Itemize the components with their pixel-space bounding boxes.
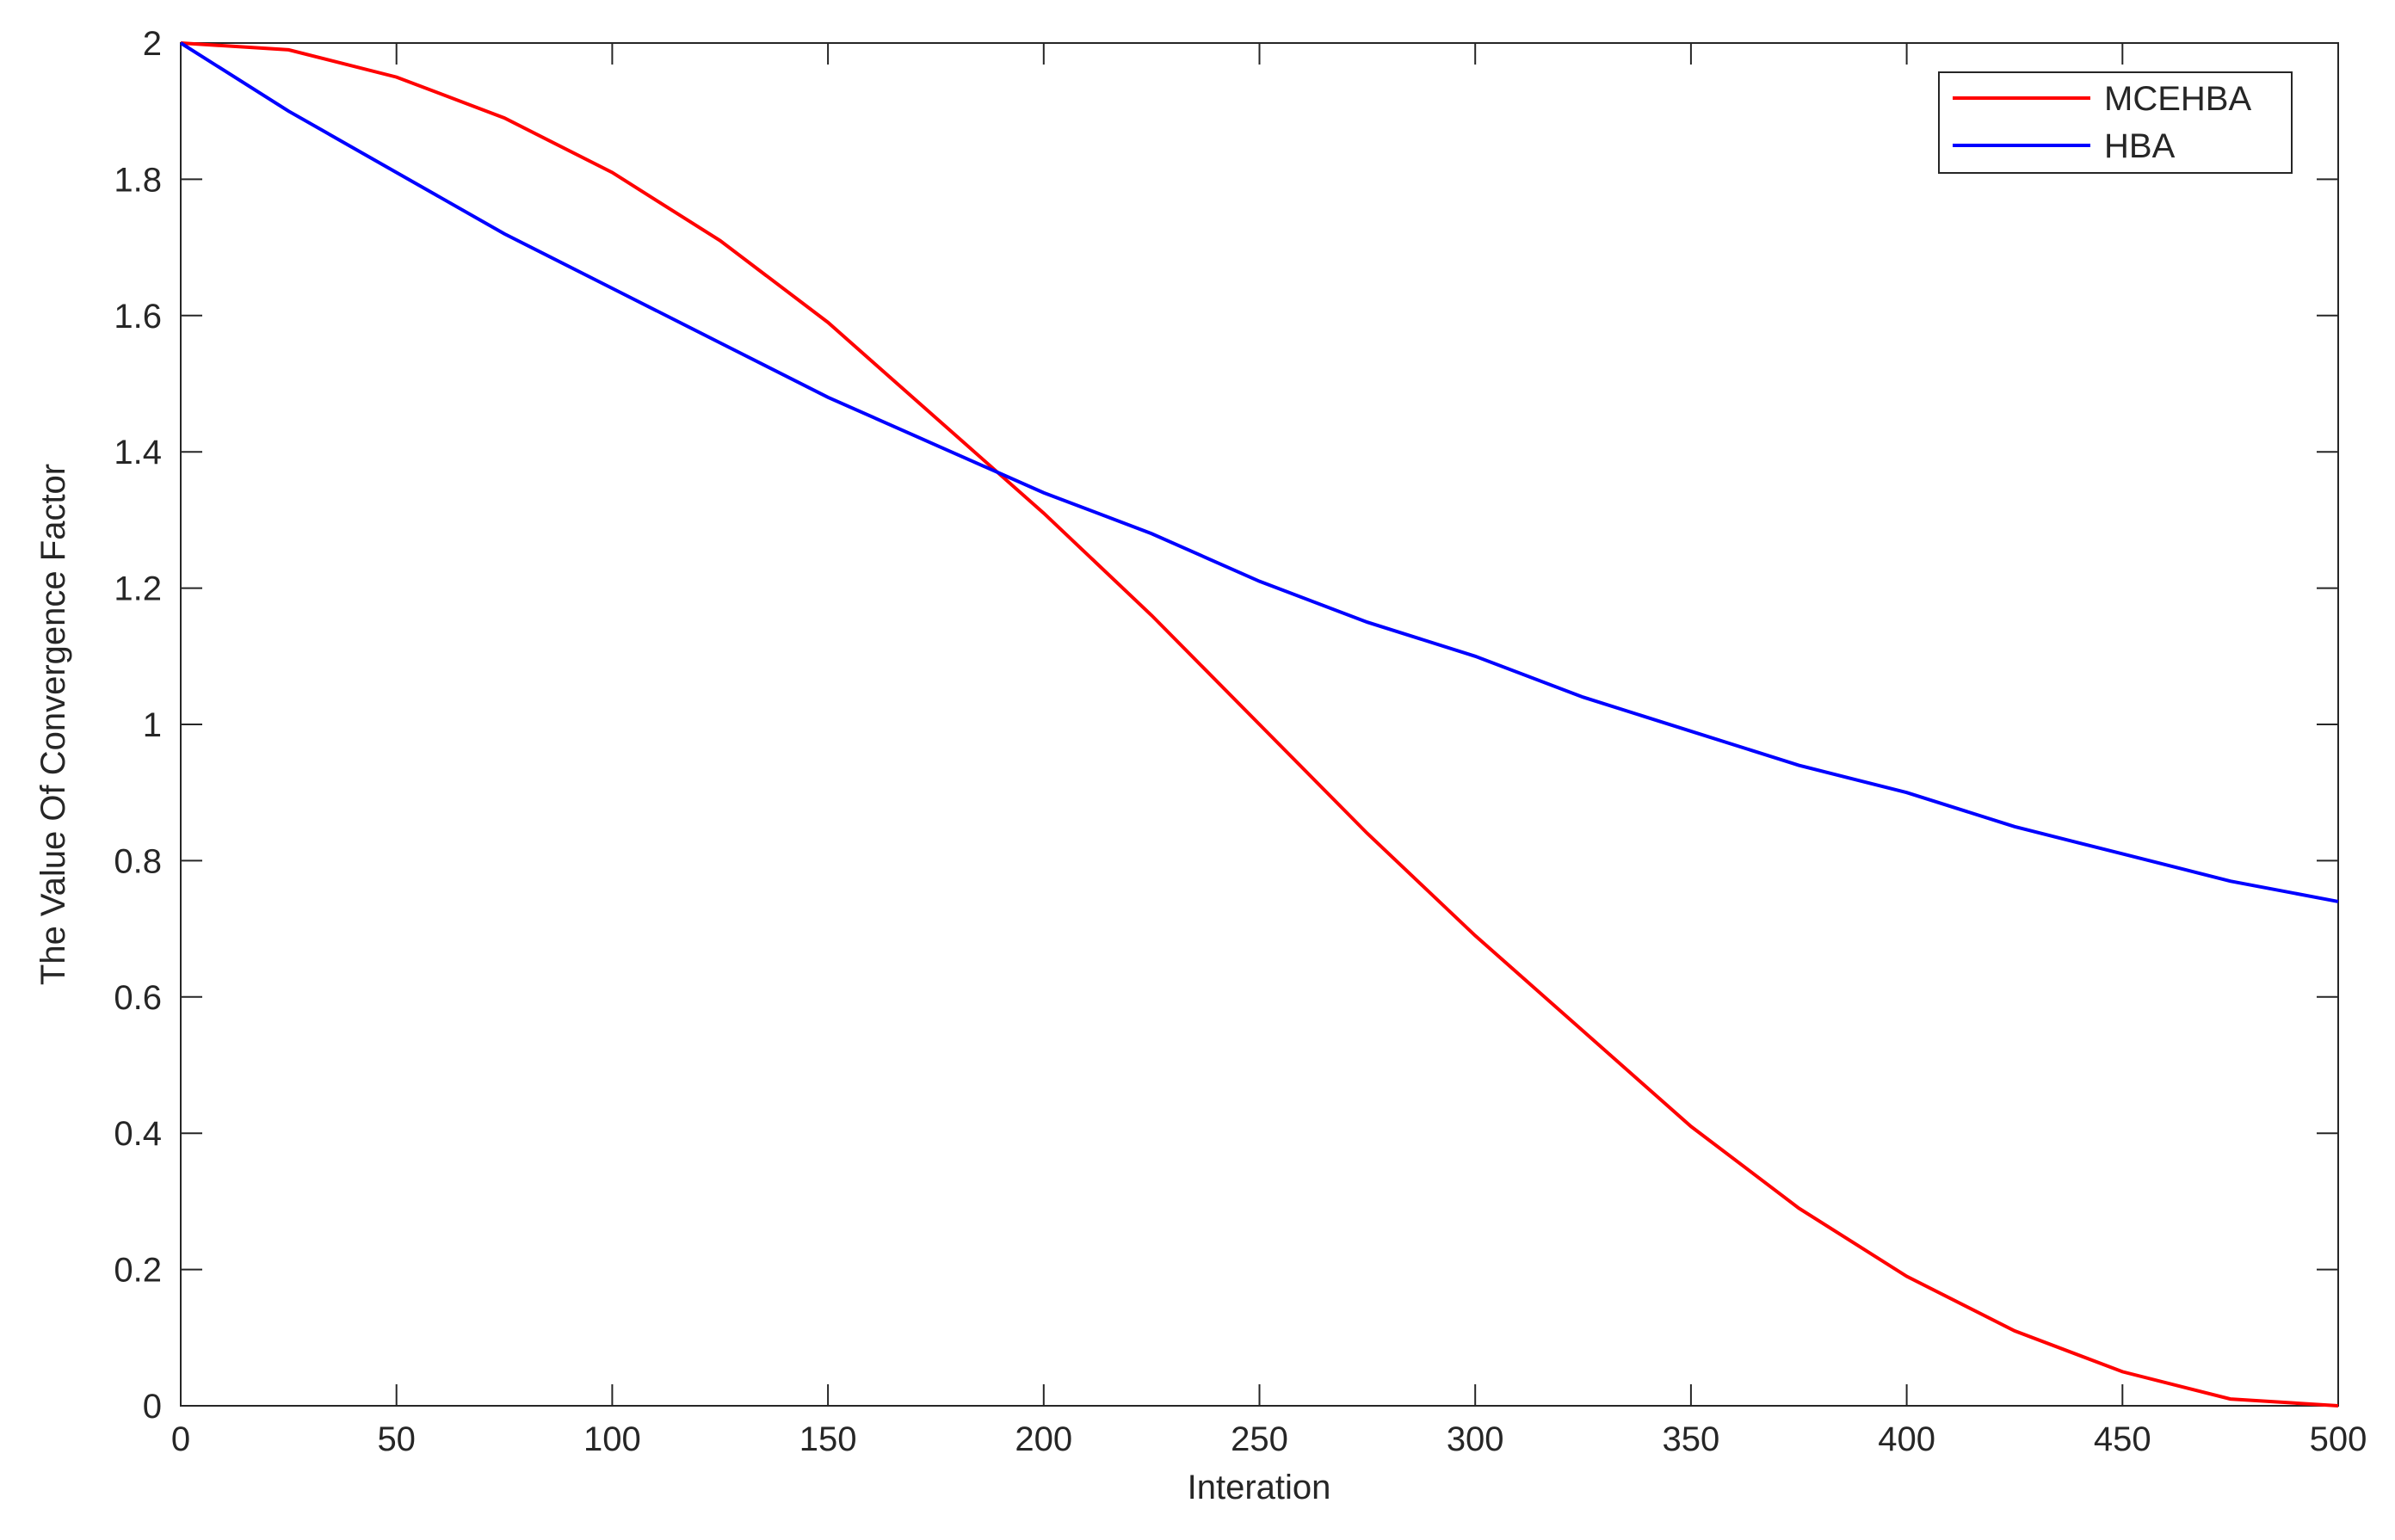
y-tick-label: 1.8 bbox=[114, 161, 162, 199]
y-tick-label: 0.2 bbox=[114, 1252, 162, 1290]
y-tick-label: 0.8 bbox=[114, 842, 162, 880]
x-tick-label: 300 bbox=[1447, 1420, 1504, 1458]
x-tick-label: 0 bbox=[171, 1420, 190, 1458]
x-tick-label: 450 bbox=[2094, 1420, 2151, 1458]
y-tick-label: 0.4 bbox=[114, 1115, 162, 1153]
legend-label: HBA bbox=[2104, 127, 2176, 165]
x-tick-label: 150 bbox=[799, 1420, 857, 1458]
x-tick-label: 50 bbox=[377, 1420, 416, 1458]
y-tick-label: 1.4 bbox=[114, 434, 162, 471]
y-tick-label: 0.6 bbox=[114, 979, 162, 1017]
y-tick-label: 1 bbox=[143, 706, 162, 744]
x-tick-label: 350 bbox=[1663, 1420, 1720, 1458]
x-tick-label: 250 bbox=[1231, 1420, 1288, 1458]
y-axis-label: The Value Of Convergence Factor bbox=[34, 464, 72, 985]
legend-label: MCEHBA bbox=[2104, 80, 2251, 118]
y-tick-label: 1.2 bbox=[114, 570, 162, 608]
x-axis-label: Interation bbox=[1188, 1469, 1331, 1506]
series-line bbox=[179, 41, 2339, 903]
y-tick-label: 1.6 bbox=[114, 298, 162, 336]
series-line bbox=[180, 41, 2339, 1408]
x-tick-label: 400 bbox=[1878, 1420, 1935, 1458]
x-tick-label: 200 bbox=[1015, 1420, 1072, 1458]
x-tick-label: 500 bbox=[2310, 1420, 2367, 1458]
x-tick-label: 100 bbox=[583, 1420, 641, 1458]
y-tick-label: 0 bbox=[143, 1388, 162, 1426]
y-tick-label: 2 bbox=[143, 25, 162, 63]
legend-box bbox=[1938, 71, 2293, 174]
